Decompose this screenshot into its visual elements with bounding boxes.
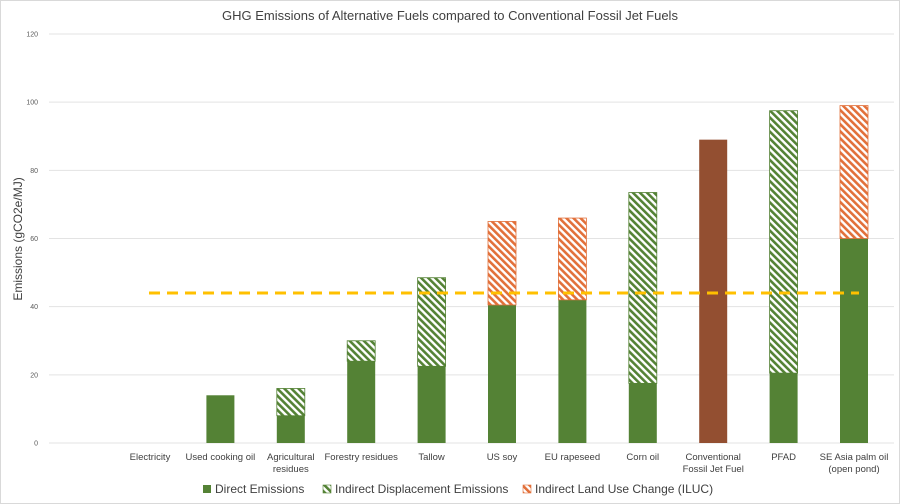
x-tick-label: Electricity <box>130 452 171 463</box>
bar-segment <box>276 388 306 417</box>
bars <box>206 105 869 444</box>
y-tick-label: 60 <box>30 236 38 243</box>
x-tick-label: PFAD <box>771 452 796 463</box>
bar-segment <box>769 373 798 443</box>
x-axis-ticks: Electricity Used cooking oil Agricultural r… <box>130 452 889 475</box>
legend-label: Indirect Displacement Emissions <box>335 482 508 496</box>
y-axis-label: Emissions (gCO2e/MJ) <box>11 177 25 300</box>
legend-label: Direct Emissions <box>215 482 304 496</box>
bar-segment <box>558 217 587 301</box>
bar-segment <box>628 192 658 384</box>
x-tick-label: Agricultural residues <box>267 452 315 475</box>
bar-segment <box>346 340 376 362</box>
x-tick-label: Forestry residues <box>325 452 399 463</box>
legend-swatch <box>203 485 211 493</box>
gridlines <box>49 33 894 444</box>
x-tick-label: Tallow <box>418 452 445 463</box>
y-axis-ticks: 0 20 40 60 80 100 120 <box>26 32 38 448</box>
x-tick-label: EU rapeseed <box>545 452 600 463</box>
x-tick-label: Corn oil <box>626 452 659 463</box>
y-tick-label: 0 <box>34 441 38 448</box>
bar-segment <box>206 395 235 443</box>
y-tick-label: 20 <box>30 372 38 379</box>
y-tick-label: 120 <box>26 32 38 39</box>
x-tick-label: Conventional Fossil Jet Fuel <box>683 452 744 475</box>
legend-label: Indirect Land Use Change (ILUC) <box>535 482 713 496</box>
y-tick-label: 100 <box>26 100 38 107</box>
bar-segment <box>769 110 798 374</box>
bar-segment <box>839 105 869 239</box>
x-tick-label: SE Asia palm oil (open pond) <box>820 452 889 475</box>
bar-segment <box>417 277 447 367</box>
legend-swatch <box>522 484 532 494</box>
bar-segment <box>487 221 517 306</box>
bar-segment <box>488 304 516 443</box>
y-tick-label: 40 <box>30 304 38 311</box>
bar-segment <box>276 415 305 443</box>
legend-swatch <box>322 484 332 494</box>
legend: Direct Emissions Indirect Displacement Em… <box>203 482 713 496</box>
x-tick-label: US soy <box>487 452 518 463</box>
y-tick-label: 80 <box>30 168 38 175</box>
bar-segment <box>558 299 587 443</box>
bar-segment <box>417 366 446 443</box>
chart-title: GHG Emissions of Alternative Fuels compa… <box>222 8 678 23</box>
bar-segment <box>699 139 728 444</box>
bar-segment <box>628 383 657 443</box>
x-tick-label: Used cooking oil <box>186 452 256 463</box>
bar-segment <box>347 361 376 443</box>
bar-segment <box>840 238 868 443</box>
